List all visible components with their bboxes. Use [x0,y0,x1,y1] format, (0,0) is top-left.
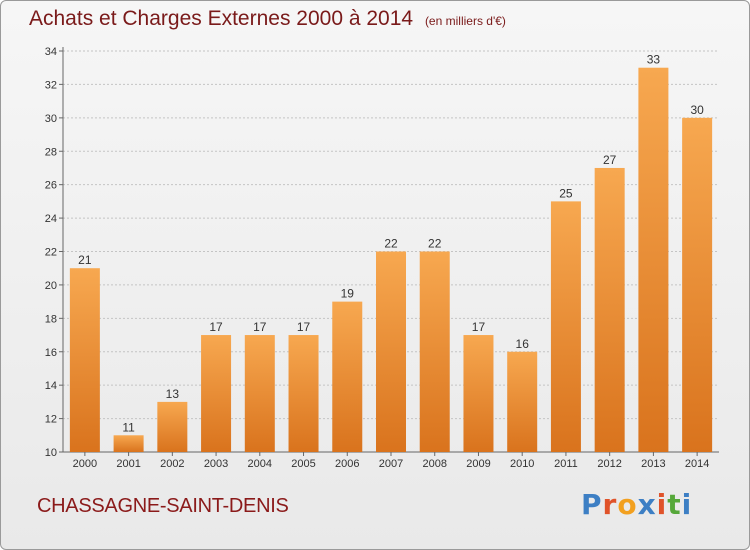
y-tick-label: 12 [45,414,57,426]
y-tick-label: 30 [45,113,57,125]
bar-value-label: 21 [78,253,92,267]
logo-letter: P [581,488,603,521]
bar-value-label: 30 [690,103,704,117]
bar [69,268,100,452]
bar-value-label: 17 [209,320,223,334]
bar [157,401,188,452]
y-tick-label: 32 [45,79,57,91]
y-tick-label: 16 [45,347,57,359]
commune-name: CHASSAGNE-SAINT-DENIS [37,495,289,517]
x-tick-label: 2002 [160,458,184,470]
x-tick-label: 2003 [204,458,228,470]
bar-value-label: 13 [166,387,180,401]
x-tick-label: 2000 [73,458,97,470]
bar [550,201,581,452]
y-tick-label: 22 [45,247,57,259]
x-tick-label: 2014 [685,458,709,470]
x-tick-label: 2011 [554,458,578,470]
bar [594,167,625,453]
y-tick-label: 20 [45,280,57,292]
logo-letter: r [602,488,618,521]
x-tick-label: 2004 [248,458,272,470]
y-tick-label: 10 [45,447,57,459]
bar-value-label: 19 [341,287,355,301]
logo-letter: i [681,488,693,521]
logo-letter: o [617,488,638,521]
x-tick-label: 2012 [597,458,621,470]
x-tick-label: 2009 [466,458,490,470]
chart-title: Achats et Charges Externes 2000 à 2014 (… [29,7,506,31]
chart-title-text: Achats et Charges Externes 2000 à 2014 [29,7,414,30]
y-tick-label: 34 [45,46,57,58]
chart-subtitle: (en milliers d'€) [424,14,506,28]
x-tick-label: 2006 [335,458,359,470]
y-tick-label: 18 [45,313,57,325]
bar [419,251,450,452]
bar [682,117,713,452]
bar [201,335,232,452]
proxiti-logo[interactable]: Proxiti [581,488,692,521]
bar-value-label: 25 [559,186,573,200]
bar-value-label: 16 [516,337,530,351]
x-tick-label: 2005 [291,458,315,470]
bar-value-label: 33 [647,53,661,67]
bar [288,335,319,452]
bar-value-label: 22 [428,237,442,251]
y-tick-label: 24 [45,213,57,225]
x-tick-label: 2001 [116,458,140,470]
bar [376,251,406,452]
bar-value-label: 17 [253,320,267,334]
bar [332,301,363,452]
bar [244,335,275,452]
logo-letter: t [667,488,682,521]
y-tick-label: 26 [45,180,57,192]
x-tick-label: 2010 [510,458,534,470]
bar-value-label: 17 [297,320,311,334]
y-tick-label: 14 [45,380,57,392]
logo-letter: x [637,488,657,521]
bar [638,67,669,452]
x-tick-label: 2007 [379,458,403,470]
logo-letter: i [656,488,668,521]
bar [113,435,144,452]
x-tick-label: 2013 [641,458,665,470]
bar-value-label: 17 [472,320,486,334]
bar-value-label: 27 [603,153,617,167]
x-tick-label: 2008 [422,458,446,470]
bar-value-label: 11 [122,420,135,434]
bar [463,335,494,452]
bar-value-label: 22 [384,237,398,251]
y-tick-label: 28 [45,146,57,158]
bar [507,351,538,452]
